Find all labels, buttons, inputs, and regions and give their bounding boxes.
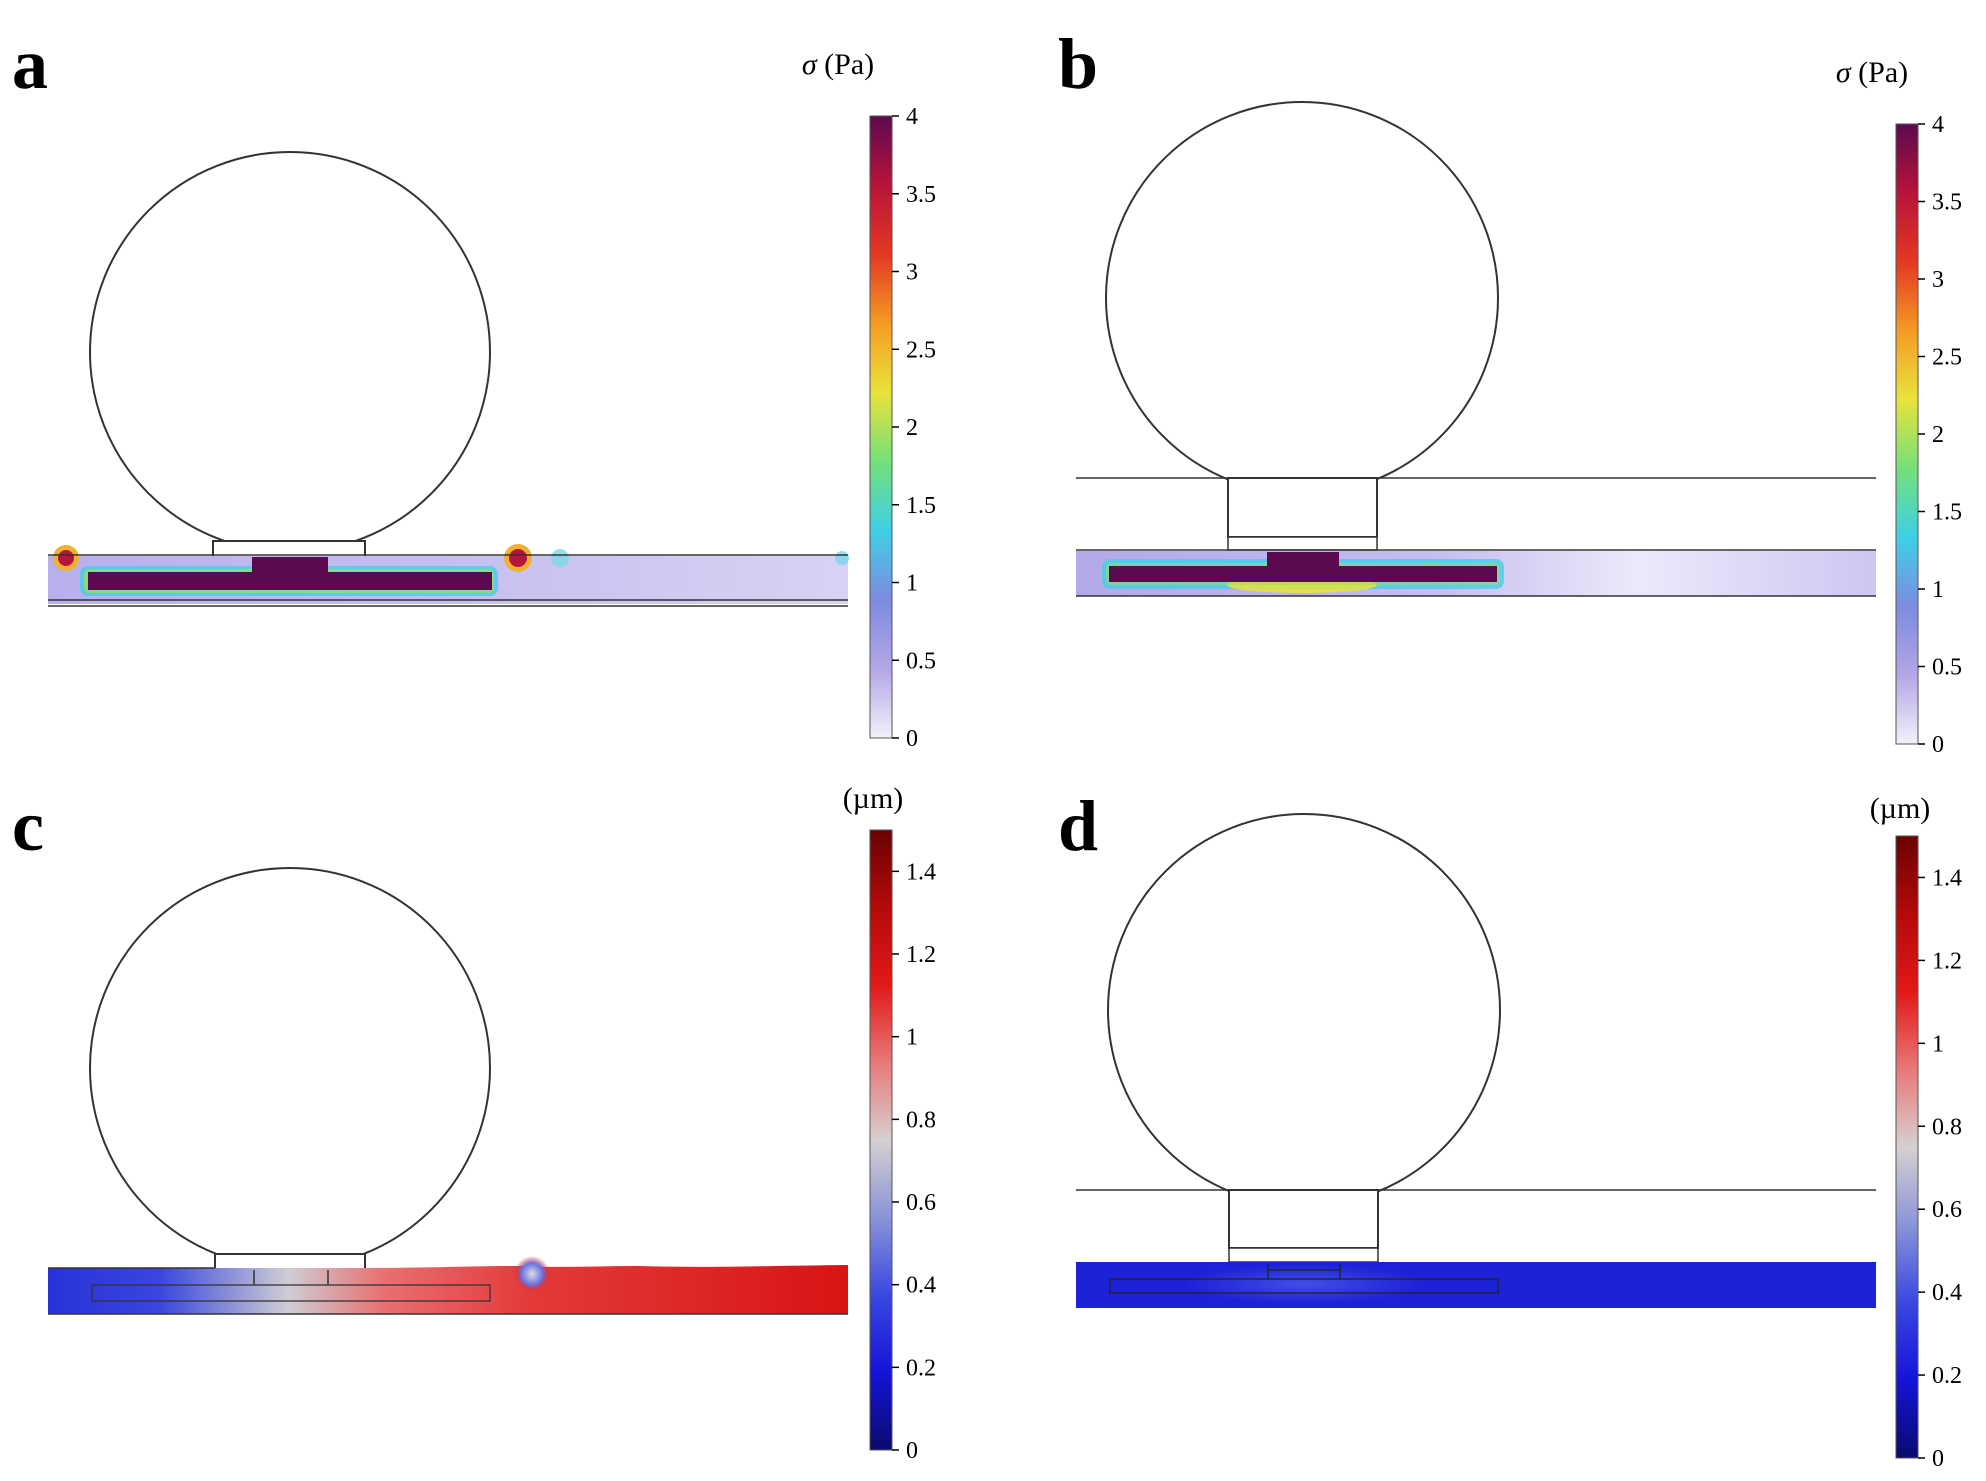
- cell-plate-outline: [1109, 1278, 1499, 1294]
- droplet-outline: [89, 867, 491, 1269]
- colorbar-b: σ (Pa) 0 0.5 1 1.5 2 2.5 3 3.5 4: [1836, 56, 1962, 758]
- stress-hotspot-minor: [551, 549, 569, 567]
- neck-block: [1228, 1247, 1379, 1263]
- colorbar-tick-label: 0.4: [1932, 1280, 1962, 1306]
- panel-a: a σ (Pa): [12, 24, 936, 752]
- colorbar-tick-label: 0.5: [906, 648, 936, 674]
- colorbar-a-ticks: 0 0.5 1 1.5 2 2.5 3 3.5 4: [892, 104, 936, 752]
- colorbar-tick-label: 4: [1932, 112, 1944, 138]
- droplet-outline: [1105, 101, 1499, 495]
- panel-letter-a: a: [12, 24, 48, 104]
- droplet-outline: [1107, 813, 1501, 1207]
- colorbar-tick-label: 0.6: [1932, 1197, 1962, 1223]
- panel-letter-d: d: [1058, 786, 1098, 866]
- displacement-spot: [514, 1256, 550, 1292]
- colorbar-tick-label: 1.4: [906, 859, 936, 885]
- colorbar-tick-label: 0: [906, 726, 918, 752]
- colorbar-tick-label: 3.5: [906, 182, 936, 208]
- panel-c-domain: [48, 867, 848, 1315]
- colorbar-d: (µm) 0 0.2 0.4 0.6 0.8 1 1.2 1.4: [1870, 792, 1962, 1472]
- colorbar-a-bar: [869, 115, 893, 739]
- colorbar-tick-label: 0.4: [906, 1273, 936, 1299]
- inlet-neck: [1227, 477, 1378, 538]
- colorbar-tick-label: 1: [906, 571, 918, 597]
- inlet-neck: [1228, 1189, 1379, 1249]
- colorbar-c-bar: [869, 829, 893, 1451]
- colorbar-a: σ (Pa) 0 0.5 1 1.5 2 2.5 3 3.5 4: [802, 48, 936, 752]
- panel-a-domain: [48, 151, 849, 607]
- colorbar-tick-label: 1: [1932, 1031, 1944, 1057]
- colorbar-tick-label: 1.5: [906, 493, 936, 519]
- colorbar-tick-label: 0.2: [1932, 1363, 1962, 1389]
- cell-plate-outline: [91, 1284, 491, 1302]
- colorbar-tick-label: 1.4: [1932, 865, 1962, 891]
- colorbar-tick-label: 1.2: [1932, 948, 1962, 974]
- stress-hotspot-core: [509, 549, 527, 567]
- colorbar-tick-label: 1: [906, 1025, 918, 1051]
- colorbar-tick-label: 0.2: [906, 1355, 936, 1381]
- colorbar-tick-label: 3: [1932, 267, 1944, 293]
- colorbar-tick-label: 0: [1932, 1446, 1944, 1472]
- colorbar-tick-label: 2: [906, 415, 918, 441]
- colorbar-tick-label: 1.2: [906, 942, 936, 968]
- droplet-outline: [89, 151, 491, 553]
- colorbar-tick-label: 0.8: [906, 1107, 936, 1133]
- panel-d-domain: [1076, 813, 1876, 1308]
- panel-letter-b: b: [1058, 24, 1098, 104]
- stress-hotspot-minor: [835, 551, 849, 565]
- panel-b: b σ (Pa) 0 0.5 1 1.5 2 2.5 3 3.5 4: [1058, 24, 1962, 758]
- displacement-field-layer: [48, 1265, 848, 1314]
- stress-hotspot-core: [58, 550, 74, 566]
- cell-stem: [252, 557, 328, 574]
- colorbar-tick-label: 4: [906, 104, 918, 130]
- colorbar-tick-label: 0.5: [1932, 655, 1962, 681]
- colorbar-c-title: (µm): [843, 782, 904, 815]
- colorbar-tick-label: 1.5: [1932, 500, 1962, 526]
- colorbar-tick-label: 0: [906, 1438, 918, 1464]
- colorbar-d-ticks: 0 0.2 0.4 0.6 0.8 1 1.2 1.4: [1918, 865, 1962, 1472]
- colorbar-tick-label: 0.6: [906, 1190, 936, 1216]
- panel-b-domain: [1076, 101, 1876, 597]
- cell-stem: [1267, 552, 1339, 567]
- colorbar-d-title: (µm): [1870, 792, 1931, 825]
- colorbar-tick-label: 3.5: [1932, 190, 1962, 216]
- colorbar-tick-label: 3: [906, 260, 918, 286]
- colorbar-b-bar: [1895, 123, 1919, 745]
- colorbar-tick-label: 0: [1932, 732, 1944, 758]
- colorbar-b-ticks: 0 0.5 1 1.5 2 2.5 3 3.5 4: [1918, 112, 1962, 758]
- cell-plate: [88, 572, 492, 590]
- colorbar-d-bar: [1895, 835, 1919, 1459]
- colorbar-c: (µm) 0 0.2 0.4 0.6 0.8 1 1.2 1.4: [843, 782, 936, 1464]
- neck-block: [214, 1253, 366, 1271]
- colorbar-tick-label: 2.5: [906, 337, 936, 363]
- colorbar-c-ticks: 0 0.2 0.4 0.6 0.8 1 1.2 1.4: [892, 859, 936, 1464]
- panel-d: d (µm) 0 0.2 0.4 0.6 0.8 1 1.2 1.4: [1058, 786, 1962, 1472]
- displacement-glow: [1184, 1264, 1424, 1304]
- cell-plate: [1109, 566, 1497, 582]
- panel-c: c (µm) 0 0.2 0.4 0.6 0.8 1 1.2 1.4: [12, 782, 936, 1464]
- neck-block: [1227, 536, 1378, 551]
- colorbar-b-title: σ (Pa): [1836, 56, 1908, 89]
- colorbar-a-title: σ (Pa): [802, 48, 874, 81]
- colorbar-tick-label: 1: [1932, 577, 1944, 603]
- colorbar-tick-label: 2: [1932, 422, 1944, 448]
- panel-letter-c: c: [12, 786, 44, 866]
- colorbar-tick-label: 2.5: [1932, 345, 1962, 371]
- colorbar-tick-label: 0.8: [1932, 1114, 1962, 1140]
